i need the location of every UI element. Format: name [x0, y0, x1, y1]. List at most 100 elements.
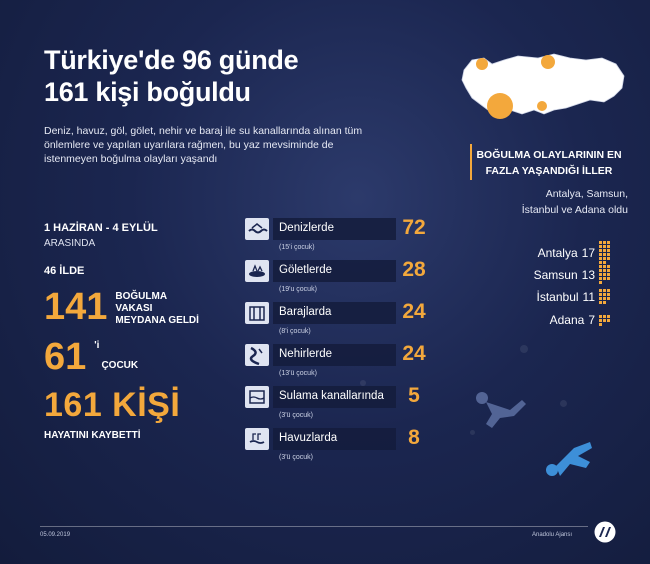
count-dot	[599, 261, 602, 264]
category-value: 28	[402, 258, 426, 281]
cases-label: BOĞULMA VAKASI MEYDANA GELDİ	[115, 291, 199, 327]
count-dot	[599, 318, 602, 322]
turkey-map	[461, 53, 625, 119]
category-row: Havuzlarda (3'ü çocuk) 8	[245, 426, 430, 468]
count-dot	[603, 297, 606, 300]
count-dot	[603, 318, 606, 322]
cases-stat: 141 BOĞULMA VAKASI MEYDANA GELDİ	[44, 288, 199, 327]
provinces-count: 46 İLDE	[44, 265, 85, 277]
province-name: Adana	[549, 313, 585, 327]
province-row: İstanbul 11	[536, 289, 610, 304]
cases-label-line-2: VAKASI	[115, 303, 153, 314]
province-dots	[599, 314, 610, 326]
dam-icon	[245, 302, 269, 324]
count-dot	[603, 289, 606, 292]
province-value: 13	[581, 267, 595, 282]
count-dot	[599, 273, 602, 276]
cases-number: 141	[44, 286, 108, 328]
count-dot	[599, 277, 602, 280]
category-label: Havuzlarda	[279, 432, 338, 444]
province-row: Adana 7	[550, 313, 610, 327]
count-dot	[607, 277, 610, 280]
count-dot	[603, 245, 606, 248]
swimmer-illustration	[476, 392, 592, 476]
category-bar	[273, 302, 396, 324]
count-dot	[607, 257, 610, 260]
province-name: İstanbul	[536, 289, 579, 304]
count-dot	[607, 265, 610, 268]
bubble-decoration	[470, 430, 475, 435]
count-dot	[603, 253, 606, 256]
bubble-decoration	[560, 400, 567, 407]
provinces-subtitle-line-2: İstanbul ve Adana oldu	[521, 204, 628, 216]
intro-text: Deniz, havuz, göl, gölet, nehir ve baraj…	[44, 125, 363, 165]
count-dot	[599, 269, 602, 272]
count-dot	[599, 281, 602, 284]
deaths-number: 161 KİŞİ	[44, 386, 181, 424]
cases-label-line-3: MEYDANA GELDİ	[115, 315, 199, 326]
footer-divider	[40, 526, 588, 527]
count-dot	[603, 314, 606, 318]
count-dot	[599, 249, 602, 252]
count-dot	[603, 277, 606, 280]
category-label: Göletlerde	[279, 264, 333, 276]
category-bar	[273, 260, 396, 282]
footer-date: 05.09.2019	[40, 532, 71, 538]
accent-line	[470, 144, 472, 180]
count-dot	[599, 293, 602, 296]
count-dot	[603, 301, 606, 304]
category-row: Nehirlerde (13'ü çocuk) 24	[245, 342, 430, 384]
count-dot	[599, 245, 602, 248]
count-dot	[607, 241, 610, 244]
count-dot	[603, 273, 606, 276]
count-dot	[599, 265, 602, 268]
count-dot	[607, 318, 610, 322]
cases-label-line-1: BOĞULMA	[115, 291, 168, 302]
count-dot	[599, 241, 602, 244]
count-dot	[599, 297, 602, 300]
count-dot	[607, 273, 610, 276]
count-dot	[607, 245, 610, 248]
category-bar	[273, 428, 396, 450]
count-dot	[603, 269, 606, 272]
pool-icon	[245, 428, 269, 450]
category-children: (8'i çocuk)	[279, 328, 311, 335]
category-children: (3'ü çocuk)	[279, 412, 314, 419]
title-line-1: Türkiye'de 96 günde	[44, 45, 299, 75]
category-children: (13'ü çocuk)	[279, 370, 317, 377]
category-bar	[273, 386, 396, 408]
category-label: Nehirlerde	[279, 348, 333, 360]
province-name: Antalya	[537, 245, 578, 260]
istanbul-marker	[476, 58, 488, 70]
category-row: Göletlerde (19'u çocuk) 28	[245, 258, 430, 300]
category-children: (15'i çocuk)	[279, 244, 315, 251]
category-value: 5	[408, 384, 420, 407]
count-dot	[603, 265, 606, 268]
province-value: 11	[582, 289, 595, 304]
bubble-decoration	[360, 380, 366, 386]
deaths-stat: 161 KİŞİ	[44, 386, 180, 424]
count-dot	[599, 257, 602, 260]
count-dot	[607, 289, 610, 292]
provinces-subtitle: Antalya, Samsun, İstanbul ve Adana oldu	[470, 186, 628, 218]
title-line-2: 161 kişi boğuldu	[44, 77, 251, 107]
provinces-title: BOĞULMA OLAYLARININ EN FAZLA YAŞANDIĞI İ…	[470, 147, 628, 179]
category-row: Denizlerde (15'i çocuk) 72	[245, 216, 430, 258]
adana-marker	[537, 101, 547, 111]
count-dot	[607, 314, 610, 318]
children-label: ÇOCUK	[101, 360, 139, 371]
category-label: Denizlerde	[279, 222, 334, 234]
count-dot	[599, 314, 602, 318]
category-children: (19'u çocuk)	[279, 286, 317, 293]
count-dot	[607, 253, 610, 256]
bubble-decoration	[520, 345, 528, 353]
category-value: 72	[402, 216, 426, 239]
count-dot	[599, 301, 602, 304]
province-value: 7	[588, 313, 595, 327]
page-title: Türkiye'de 96 günde 161 kişi boğuldu	[44, 44, 299, 108]
province-dots	[599, 241, 610, 264]
provinces-subtitle-line-1: Antalya, Samsun,	[545, 188, 628, 200]
category-bar	[273, 344, 396, 366]
children-stat: 61 'i ÇOCUK	[44, 338, 138, 376]
river-icon	[245, 344, 269, 366]
